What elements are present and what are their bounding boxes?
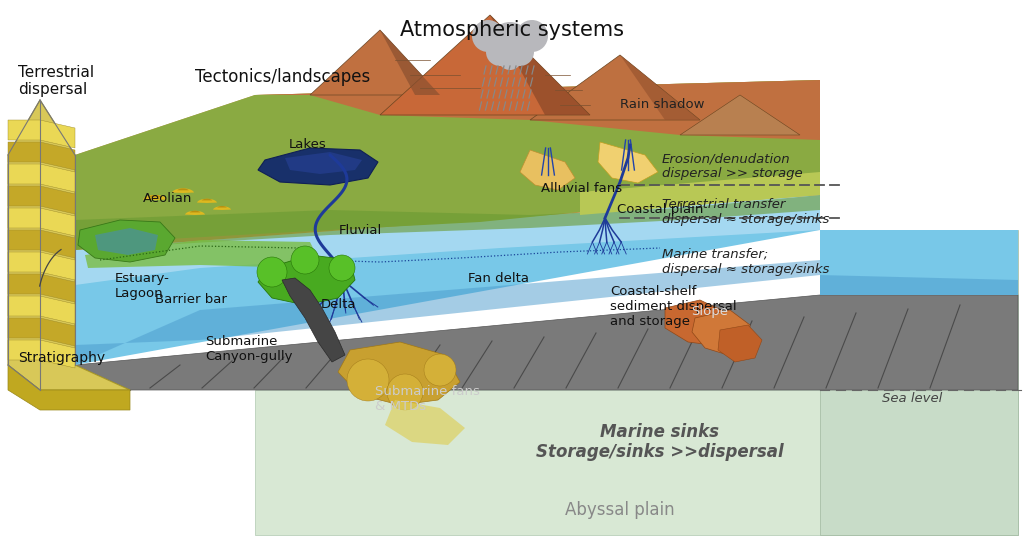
Text: Marine sinks
Storage/sinks >>dispersal: Marine sinks Storage/sinks >>dispersal <box>537 423 784 461</box>
Circle shape <box>387 374 423 410</box>
Text: Submarine fans
& MTDs: Submarine fans & MTDs <box>375 385 480 413</box>
Text: Terrestrial
dispersal: Terrestrial dispersal <box>18 65 94 97</box>
Polygon shape <box>8 365 130 410</box>
Text: Slope: Slope <box>691 306 728 319</box>
Polygon shape <box>8 164 75 192</box>
Text: Delta: Delta <box>321 298 355 311</box>
Polygon shape <box>580 172 820 215</box>
Text: Abyssal plain: Abyssal plain <box>565 501 675 519</box>
Text: Rain shadow: Rain shadow <box>620 98 705 111</box>
Polygon shape <box>8 340 75 368</box>
Polygon shape <box>665 300 728 345</box>
Polygon shape <box>8 296 75 324</box>
Polygon shape <box>177 188 188 190</box>
Polygon shape <box>380 15 590 115</box>
Text: Terrestrial transfer
dispersal ≈ storage/sinks: Terrestrial transfer dispersal ≈ storage… <box>662 198 829 226</box>
Text: Aeolian: Aeolian <box>143 192 193 205</box>
Polygon shape <box>310 30 440 95</box>
Polygon shape <box>258 148 378 185</box>
Polygon shape <box>78 220 175 262</box>
Circle shape <box>329 255 355 281</box>
Polygon shape <box>172 188 194 193</box>
Polygon shape <box>75 295 1018 390</box>
Text: Fan delta: Fan delta <box>468 272 528 285</box>
Polygon shape <box>95 228 158 255</box>
Text: Atmospheric systems: Atmospheric systems <box>400 20 624 40</box>
Polygon shape <box>8 274 75 302</box>
Polygon shape <box>692 310 750 355</box>
Text: Submarine
Canyon-gully: Submarine Canyon-gully <box>205 335 293 363</box>
Circle shape <box>486 38 514 66</box>
Polygon shape <box>490 15 590 115</box>
Polygon shape <box>217 206 226 207</box>
Polygon shape <box>75 80 820 250</box>
Text: Barrier bar: Barrier bar <box>155 293 227 306</box>
Polygon shape <box>185 211 205 215</box>
Circle shape <box>490 22 530 62</box>
Circle shape <box>424 354 456 386</box>
Polygon shape <box>202 199 212 200</box>
Circle shape <box>291 246 319 274</box>
Polygon shape <box>197 199 217 203</box>
Polygon shape <box>282 278 345 362</box>
Polygon shape <box>75 195 1018 365</box>
Text: Stratigraphy: Stratigraphy <box>18 351 105 365</box>
Polygon shape <box>85 240 318 268</box>
Polygon shape <box>598 142 658 183</box>
Text: Sea level: Sea level <box>882 392 942 404</box>
Circle shape <box>506 38 534 66</box>
Polygon shape <box>143 195 167 200</box>
Polygon shape <box>820 230 1018 535</box>
Polygon shape <box>385 400 465 445</box>
Polygon shape <box>189 211 201 212</box>
Text: Coastal-shelf
sediment dispersal
and storage: Coastal-shelf sediment dispersal and sto… <box>610 285 736 328</box>
Polygon shape <box>75 260 1018 365</box>
Text: Fluvial: Fluvial <box>338 224 382 237</box>
Polygon shape <box>8 208 75 236</box>
Polygon shape <box>8 142 75 170</box>
Polygon shape <box>8 120 75 148</box>
Text: Coastal plain: Coastal plain <box>616 204 703 217</box>
Circle shape <box>498 46 522 70</box>
Text: Estuary-
Lagoon: Estuary- Lagoon <box>115 272 170 300</box>
Polygon shape <box>520 150 575 190</box>
Text: Marine transfer;
dispersal ≈ storage/sinks: Marine transfer; dispersal ≈ storage/sin… <box>662 248 829 276</box>
Polygon shape <box>75 195 820 285</box>
Polygon shape <box>8 100 130 390</box>
Circle shape <box>472 20 504 52</box>
Polygon shape <box>8 230 75 258</box>
Polygon shape <box>75 80 820 250</box>
Polygon shape <box>8 252 75 280</box>
Circle shape <box>347 359 389 401</box>
Text: Lakes: Lakes <box>289 138 327 152</box>
Polygon shape <box>75 195 820 250</box>
Polygon shape <box>8 318 75 346</box>
Polygon shape <box>8 186 75 214</box>
Polygon shape <box>255 80 820 140</box>
Polygon shape <box>380 30 440 95</box>
Polygon shape <box>285 152 362 174</box>
Polygon shape <box>680 95 800 135</box>
Polygon shape <box>213 206 231 210</box>
Polygon shape <box>255 390 1018 535</box>
Text: Erosion/denudation
dispersal >> storage: Erosion/denudation dispersal >> storage <box>662 152 803 180</box>
Polygon shape <box>718 325 762 362</box>
Polygon shape <box>148 195 162 197</box>
Polygon shape <box>530 55 700 120</box>
Polygon shape <box>338 342 460 405</box>
Text: Alluvial fans: Alluvial fans <box>542 181 623 194</box>
Polygon shape <box>620 55 700 120</box>
Polygon shape <box>258 255 355 305</box>
Circle shape <box>257 257 287 287</box>
Text: Tectonics/landscapes: Tectonics/landscapes <box>195 68 371 86</box>
Circle shape <box>516 20 548 52</box>
